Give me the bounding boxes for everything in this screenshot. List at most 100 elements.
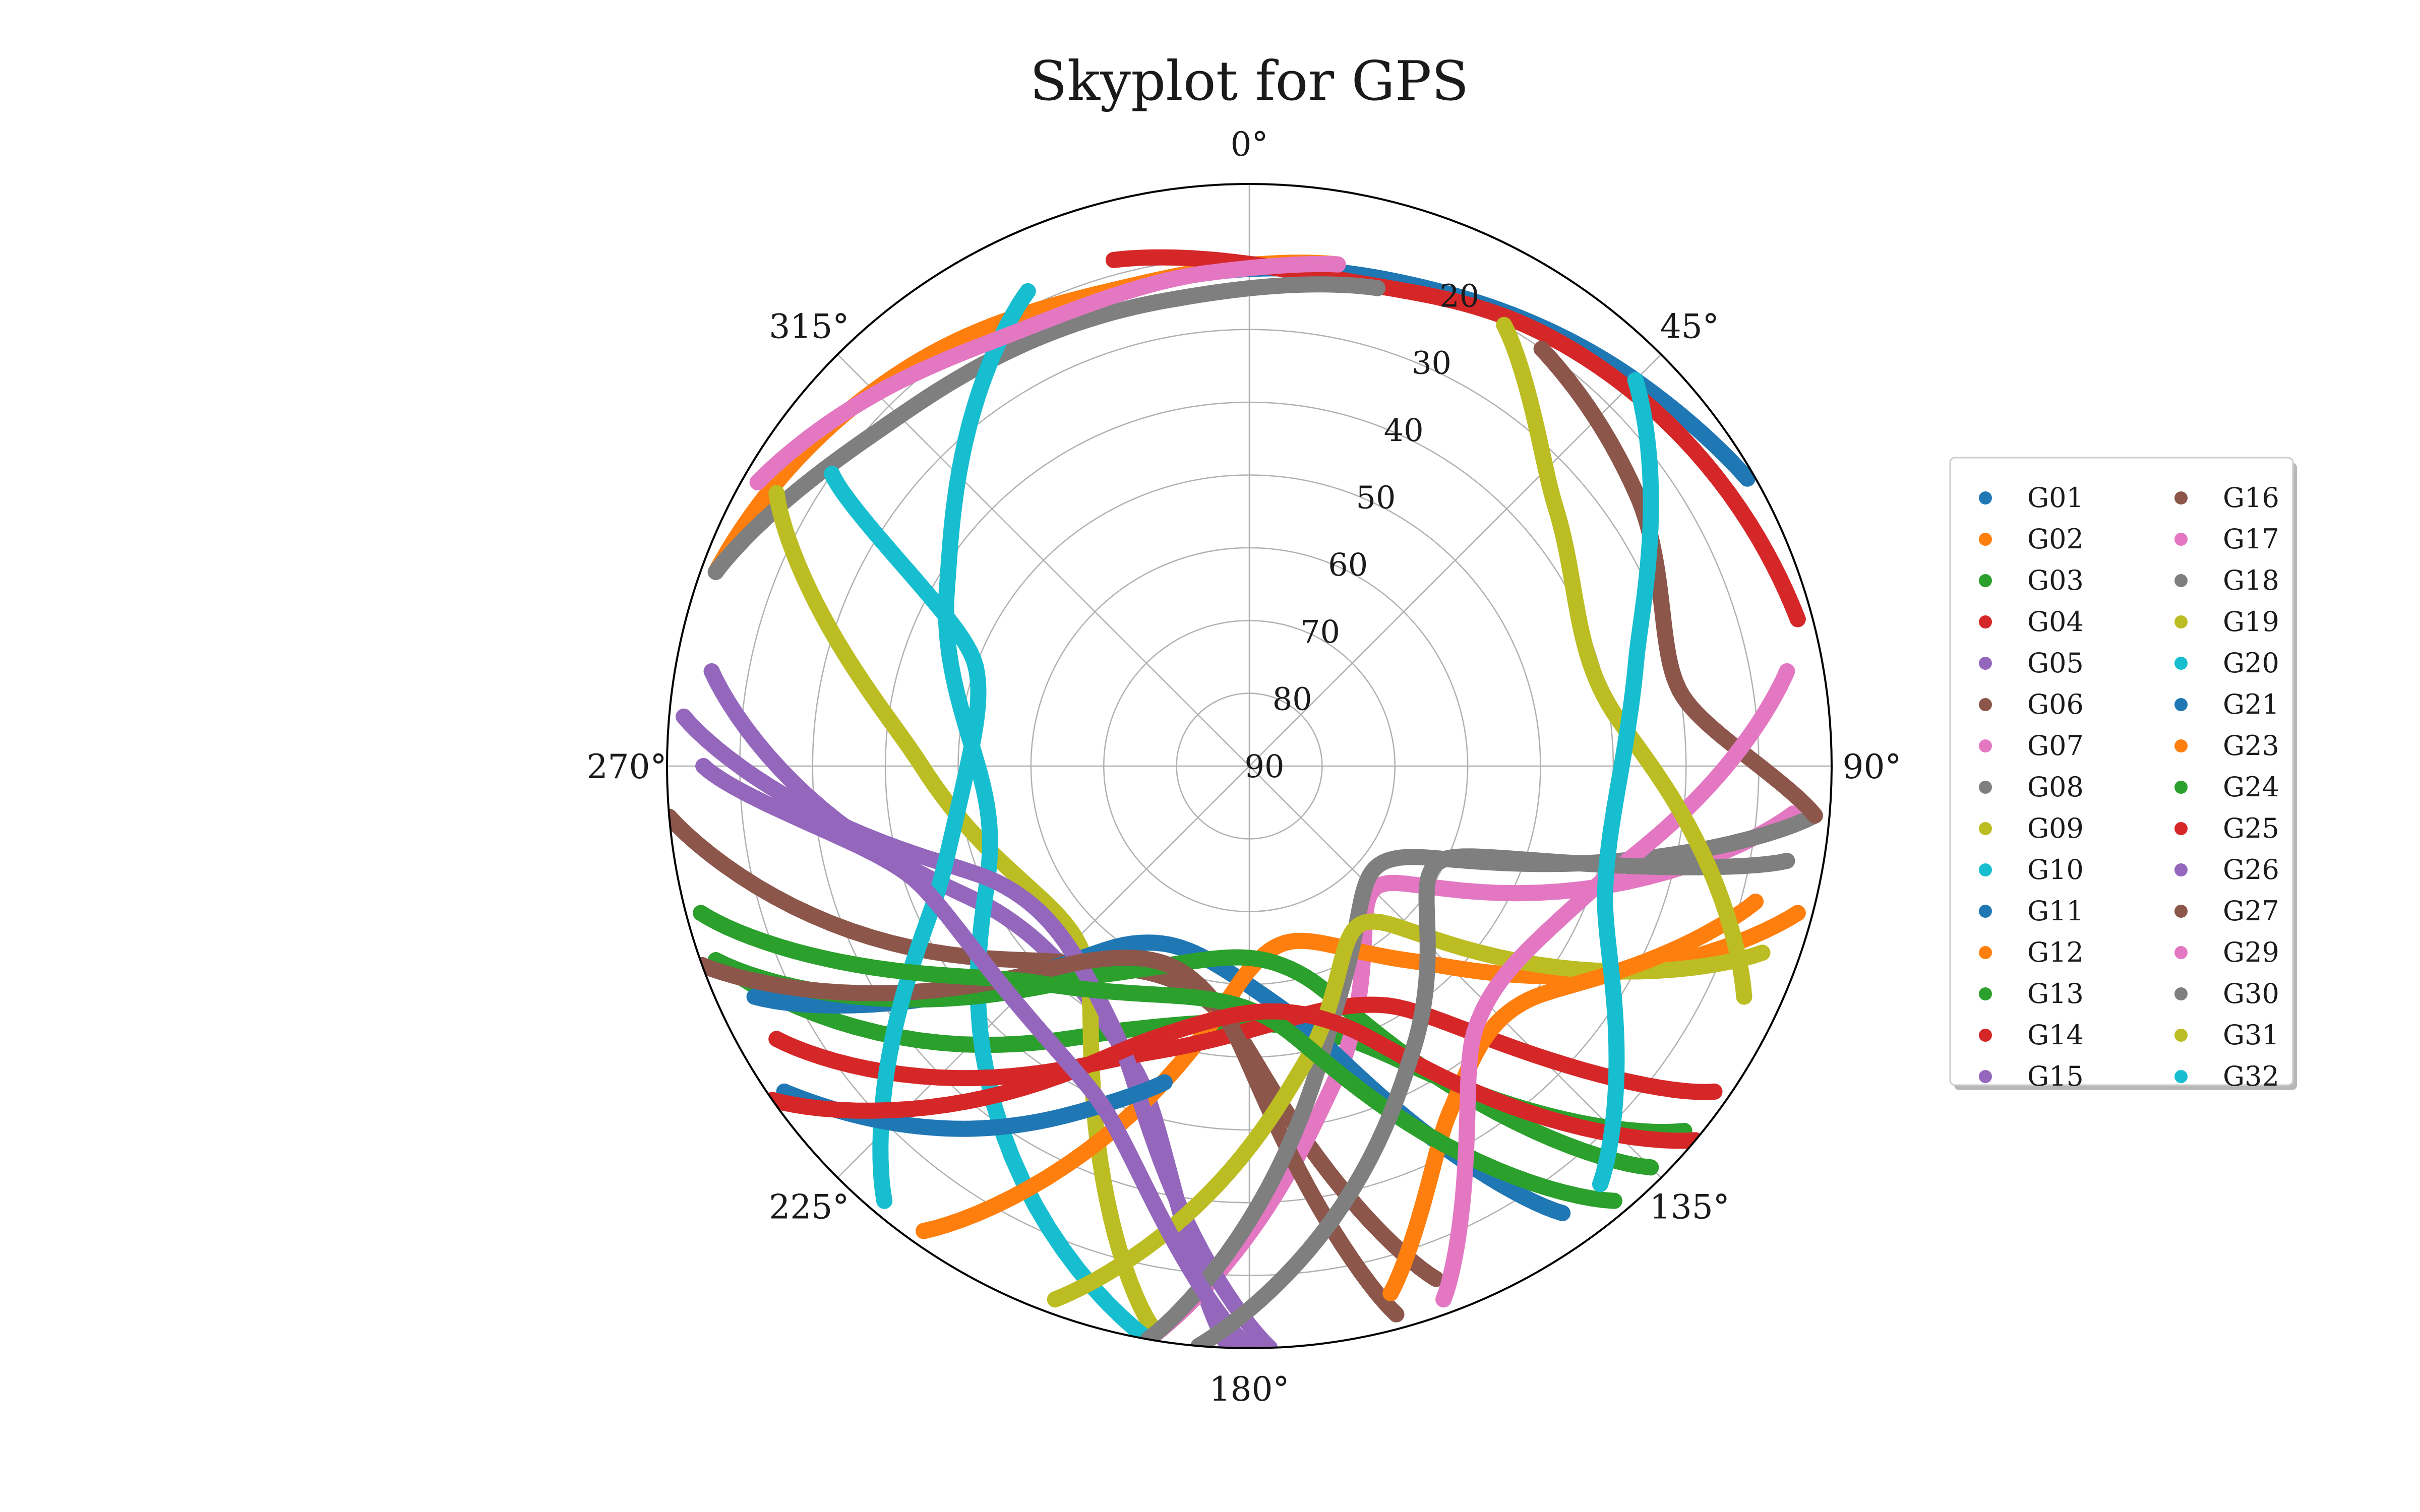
elevation-tick-label: 30 [1412, 345, 1451, 382]
legend-marker-g07 [1979, 739, 1992, 752]
azimuth-tick-label: 135° [1650, 1187, 1730, 1226]
legend-label-g10: G10 [2027, 854, 2084, 886]
satellite-point-g29 [1466, 1025, 1482, 1042]
satellite-point-g30 [1779, 853, 1795, 869]
azimuth-gridline [837, 354, 1250, 767]
satellite-point-g30 [1439, 850, 1456, 867]
legend-label-g05: G05 [2027, 647, 2084, 679]
satellite-point-g26 [695, 758, 712, 774]
satellite-point-g19 [1372, 914, 1388, 930]
satellite-point-g20 [824, 466, 840, 482]
satellite-point-g11 [746, 988, 763, 1005]
satellite-point-g24 [1025, 974, 1042, 990]
legend-label-g14: G14 [2027, 1019, 2084, 1051]
elevation-tick-label: 20 [1439, 277, 1479, 314]
chart-title: Skyplot for GPS [1030, 50, 1469, 113]
satellite-point-g10 [1019, 283, 1036, 299]
satellite-track-g27 [1533, 341, 1823, 824]
legend-marker-g24 [2174, 781, 2188, 794]
legend-label-g16: G16 [2223, 482, 2279, 514]
satellite-point-g27 [1806, 807, 1823, 824]
satellite-point-g13 [1643, 1159, 1659, 1176]
satellite-track-g29 [1435, 663, 1795, 1308]
satellite-point-g31 [1496, 317, 1512, 333]
legend-marker-g13 [1979, 987, 1992, 1000]
legend-marker-g27 [2174, 905, 2188, 918]
satellite-point-g19 [1754, 944, 1771, 961]
satellite-point-g21 [1156, 1074, 1173, 1091]
satellite-track-g32 [1592, 372, 1659, 1192]
legend-label-g29: G29 [2223, 936, 2279, 968]
legend-label-g32: G32 [2223, 1060, 2279, 1092]
satellite-point-g21 [937, 1120, 953, 1137]
satellite-point-g20 [876, 1192, 893, 1209]
satellite-point-g08 [1159, 292, 1176, 308]
legend-marker-g10 [1979, 863, 1992, 876]
legend-label-g01: G01 [2027, 482, 2084, 514]
satellite-point-g27 [1533, 341, 1550, 357]
legend-label-g03: G03 [2027, 564, 2084, 596]
legend-label-g18: G18 [2223, 564, 2279, 596]
satellite-point-g17 [749, 474, 766, 490]
satellite-point-g05 [989, 903, 1005, 920]
polar-axis: 20 30 40 50 60 70 80 90 0° 45° 90° 135° 180° 225° 270°… [587, 125, 1902, 1409]
satellite-point-g27 [1671, 682, 1688, 699]
legend-marker-g04 [1979, 615, 1992, 628]
satellite-point-g30 [1405, 1041, 1421, 1058]
legend-label-g11: G11 [2027, 895, 2084, 927]
satellite-point-g29 [1779, 663, 1795, 679]
legend-label-g21: G21 [2223, 688, 2279, 720]
satellite-point-g10 [981, 852, 998, 869]
satellite-point-g12 [916, 1223, 932, 1239]
satellite-point-g26 [1087, 1088, 1104, 1104]
elevation-tick-label: 40 [1384, 412, 1424, 449]
satellite-point-g16 [1388, 1306, 1405, 1322]
elevation-tick-label: 90 [1245, 748, 1285, 785]
legend-label-g31: G31 [2223, 1019, 2279, 1051]
legend: G01 G02 G03 G04 G05 G06 G07 G08 G09 G10 G11 G12 G13 G… [1949, 457, 2297, 1092]
legend-marker-g08 [1979, 781, 1992, 794]
satellite-point-g23 [1747, 894, 1764, 910]
satellite-point-g05 [703, 663, 720, 679]
satellite-point-g06 [1428, 1271, 1444, 1287]
satellite-point-g25 [1336, 1018, 1352, 1034]
legend-marker-g05 [1979, 657, 1992, 670]
satellite-point-g17 [994, 329, 1010, 346]
satellite-point-g31 [1599, 695, 1616, 711]
azimuth-tick-label: 90° [1843, 747, 1902, 786]
legend-marker-g15 [1979, 1070, 1992, 1083]
legend-marker-g26 [2174, 863, 2188, 876]
satellite-track-g20 [824, 466, 987, 1209]
satellite-point-g32 [1597, 887, 1613, 904]
satellite-track-g15 [676, 708, 1278, 1348]
legend-marker-g16 [2174, 491, 2188, 505]
legend-label-g30: G30 [2223, 978, 2279, 1010]
legend-marker-g21 [2174, 698, 2188, 711]
satellite-point-g14 [768, 1031, 785, 1047]
satellite-point-g16 [1077, 953, 1094, 970]
satellite-point-g14 [1379, 997, 1396, 1014]
satellite-point-g32 [1592, 1176, 1609, 1192]
satellite-point-g08 [707, 563, 724, 580]
azimuth-tick-label: 180° [1209, 1370, 1290, 1409]
satellite-point-g12 [1405, 953, 1421, 970]
satellite-point-g31 [1736, 988, 1752, 1005]
satellite-point-g19 [1047, 1291, 1063, 1308]
azimuth-tick-label: 315° [769, 307, 849, 346]
polar-frame [666, 183, 1833, 1349]
legend-marker-g20 [2174, 657, 2188, 670]
satellite-track-g24 [693, 905, 1622, 1209]
satellite-point-g26 [1241, 1340, 1257, 1348]
legend-marker-g30 [2174, 987, 2188, 1000]
legend-box [1949, 457, 2294, 1086]
legend-marker-g01 [1979, 491, 1992, 505]
satellite-point-g20 [933, 870, 950, 887]
legend-marker-g11 [1979, 905, 1992, 918]
satellite-point-g26 [913, 877, 929, 894]
satellite-point-g24 [693, 905, 709, 921]
satellite-point-g08 [891, 408, 908, 424]
legend-marker-g32 [2174, 1070, 2188, 1083]
satellite-point-g04 [1105, 251, 1122, 268]
satellite-point-g24 [1606, 1192, 1622, 1209]
legend-label-g27: G27 [2223, 895, 2279, 927]
